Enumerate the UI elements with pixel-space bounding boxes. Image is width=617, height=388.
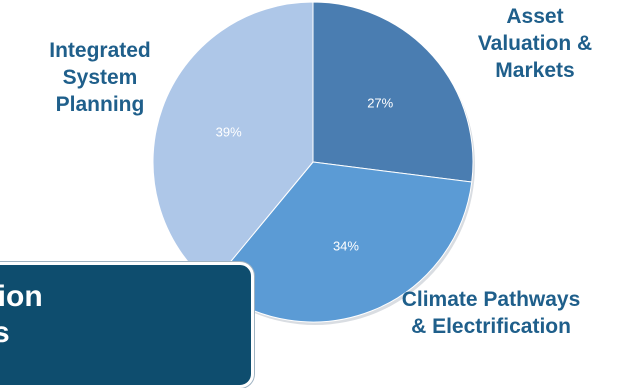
pie-chart: 27% 34% 39% [152, 1, 475, 325]
label-line: Integrated [49, 39, 151, 62]
pie-slice-integrated-system-planning [152, 1, 314, 286]
label-line: Climate Pathways [401, 288, 581, 311]
label-climate-pathways-electrification: Climate Pathways & Electrification [366, 286, 616, 340]
value-label-asset-valuation-markets: 27% [367, 96, 393, 111]
pie-slice-asset-valuation-markets [312, 1, 474, 183]
value-label-climate-pathways-electrification: 34% [333, 238, 359, 253]
label-line: & Electrification [411, 315, 571, 338]
callout-box: ation ts [0, 262, 254, 388]
label-line: Valuation & [477, 32, 593, 55]
label-line: Markets [495, 59, 575, 82]
label-asset-valuation-markets: Asset Valuation & Markets [455, 3, 615, 84]
label-integrated-system-planning: Integrated System Planning [20, 37, 180, 118]
value-label-integrated-system-planning: 39% [216, 125, 242, 140]
label-line: Planning [55, 93, 145, 116]
callout-text: ation ts [0, 280, 43, 349]
label-line: Asset [506, 5, 564, 28]
label-line: System [62, 66, 138, 89]
